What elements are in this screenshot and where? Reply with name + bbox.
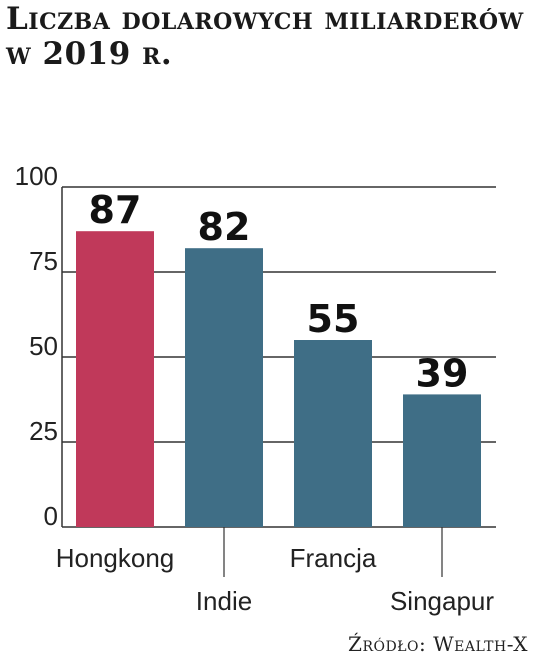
y-tick-label-75: 75 <box>29 246 58 276</box>
bar-chart: 0 25 50 75 100 87 Hongkong 82 Indie 55 Francja 39 Si… <box>15 161 496 616</box>
y-tick-label-25: 25 <box>29 416 58 446</box>
bar-singapur <box>403 394 481 527</box>
data-label-indie: 82 <box>198 205 251 249</box>
data-label-singapur: 39 <box>416 351 469 395</box>
y-tick-label-0: 0 <box>44 501 58 531</box>
bar-hongkong <box>76 231 154 527</box>
category-label-singapur: Singapur <box>390 586 494 616</box>
bar-francja <box>294 340 372 527</box>
data-label-francja: 55 <box>307 297 360 341</box>
y-tick-label-100: 100 <box>15 161 58 191</box>
category-label-indie: Indie <box>196 586 252 616</box>
source-note: Źródło: Wealth-X <box>348 632 528 656</box>
chart-title: Liczba dolarowych miliarderów w 2019 r. <box>6 1 524 72</box>
bar-indie <box>185 248 263 527</box>
y-tick-label-50: 50 <box>29 331 58 361</box>
category-label-hongkong: Hongkong <box>56 543 175 573</box>
data-label-hongkong: 87 <box>89 188 142 232</box>
category-label-francja: Francja <box>290 543 377 573</box>
